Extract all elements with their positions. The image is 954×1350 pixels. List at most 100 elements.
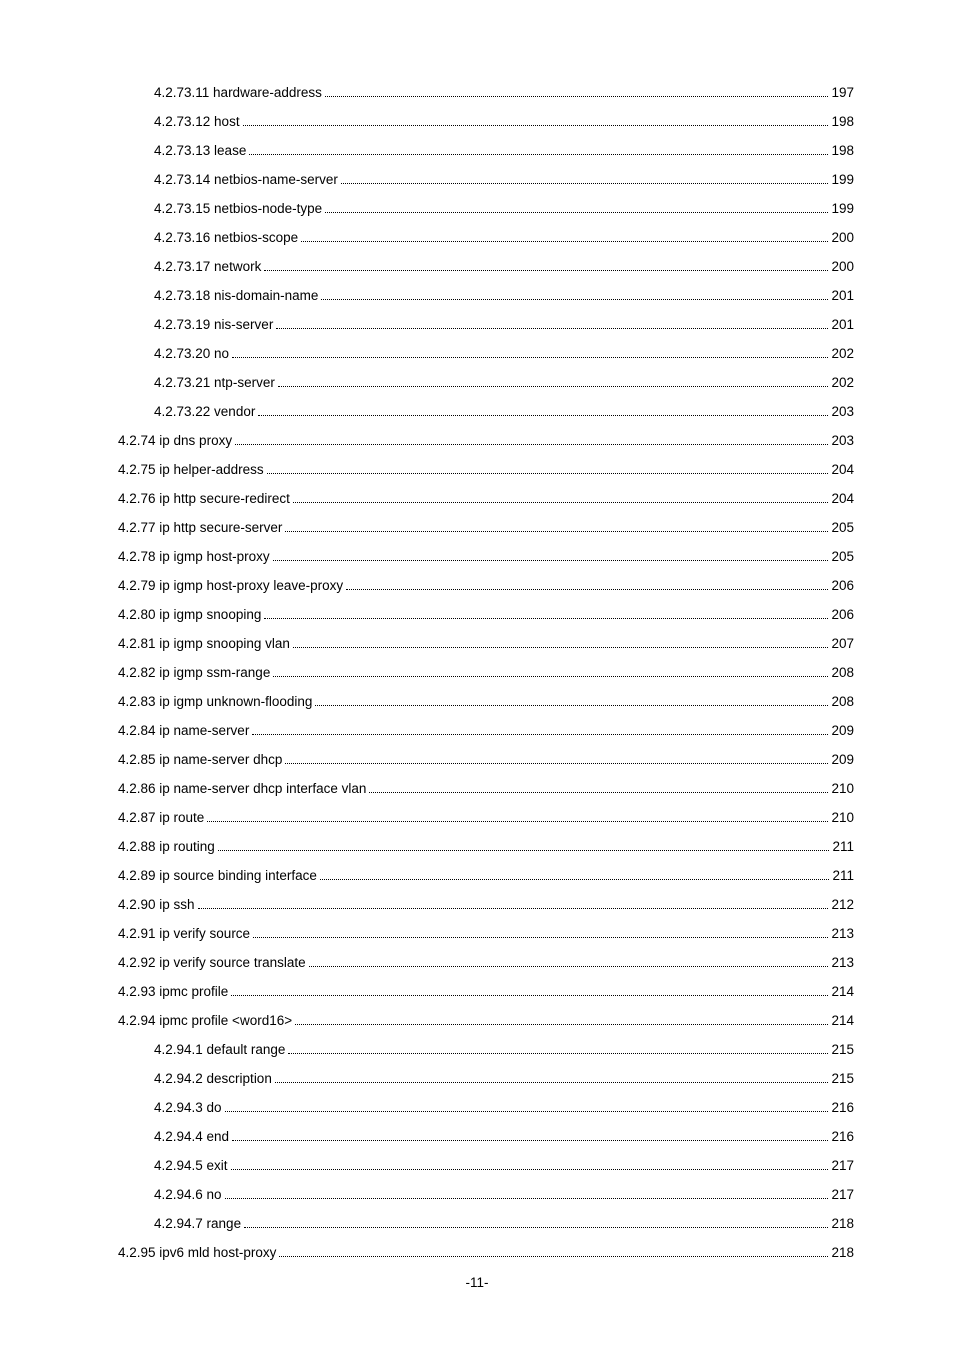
toc-entry-page: 197 [831, 85, 854, 100]
toc-entry-page: 203 [831, 433, 854, 448]
toc-entry-page: 200 [831, 259, 854, 274]
toc-leader-dots [244, 1227, 828, 1228]
toc-leader-dots [273, 676, 828, 677]
toc-entry: 4.2.94.3 do 216 [100, 1100, 854, 1115]
toc-leader-dots [276, 328, 828, 329]
toc-entry: 4.2.85 ip name-server dhcp 209 [100, 752, 854, 767]
toc-entry: 4.2.73.19 nis-server 201 [100, 317, 854, 332]
toc-entry: 4.2.73.17 network 200 [100, 259, 854, 274]
toc-entry: 4.2.90 ip ssh 212 [100, 897, 854, 912]
toc-entry-title: 4.2.87 ip route [118, 810, 204, 825]
toc-entry-page: 214 [831, 984, 854, 999]
toc-leader-dots [315, 705, 828, 706]
toc-entry-page: 217 [831, 1187, 854, 1202]
toc-entry-page: 218 [831, 1245, 854, 1260]
toc-leader-dots [325, 212, 828, 213]
toc-entry-title: 4.2.90 ip ssh [118, 897, 195, 912]
toc-entry-title: 4.2.78 ip igmp host-proxy [118, 549, 270, 564]
table-of-contents: 4.2.73.11 hardware-address 197 4.2.73.12 … [100, 85, 854, 1260]
toc-entry-page: 208 [831, 665, 854, 680]
toc-entry-page: 214 [831, 1013, 854, 1028]
toc-entry: 4.2.94.4 end 216 [100, 1129, 854, 1144]
toc-entry-page: 204 [831, 462, 854, 477]
toc-entry-title: 4.2.73.21 ntp-server [154, 375, 275, 390]
toc-leader-dots [231, 1169, 829, 1170]
toc-entry-page: 202 [831, 375, 854, 390]
toc-entry-title: 4.2.94.5 exit [154, 1158, 228, 1173]
toc-entry-page: 199 [831, 172, 854, 187]
toc-entry-title: 4.2.73.11 hardware-address [154, 85, 322, 100]
toc-leader-dots [325, 96, 829, 97]
toc-entry-page: 210 [831, 781, 854, 796]
toc-entry-title: 4.2.79 ip igmp host-proxy leave-proxy [118, 578, 343, 593]
toc-leader-dots [231, 995, 828, 996]
toc-leader-dots [264, 270, 828, 271]
toc-entry: 4.2.73.18 nis-domain-name 201 [100, 288, 854, 303]
toc-leader-dots [264, 618, 828, 619]
toc-entry: 4.2.94.6 no 217 [100, 1187, 854, 1202]
toc-entry: 4.2.73.22 vendor 203 [100, 404, 854, 419]
toc-entry-title: 4.2.80 ip igmp snooping [118, 607, 261, 622]
toc-leader-dots [341, 183, 829, 184]
toc-entry-title: 4.2.93 ipmc profile [118, 984, 228, 999]
toc-entry-title: 4.2.86 ip name-server dhcp interface vla… [118, 781, 366, 796]
toc-entry: 4.2.79 ip igmp host-proxy leave-proxy 20… [100, 578, 854, 593]
toc-entry-title: 4.2.73.13 lease [154, 143, 246, 158]
toc-entry-title: 4.2.94.6 no [154, 1187, 222, 1202]
toc-leader-dots [279, 1256, 828, 1257]
toc-entry-page: 206 [831, 578, 854, 593]
toc-entry-page: 207 [831, 636, 854, 651]
toc-entry-page: 205 [831, 520, 854, 535]
toc-entry-title: 4.2.73.22 vendor [154, 404, 255, 419]
toc-leader-dots [207, 821, 828, 822]
toc-entry: 4.2.87 ip route 210 [100, 810, 854, 825]
toc-leader-dots [258, 415, 828, 416]
toc-entry-page: 206 [831, 607, 854, 622]
toc-leader-dots [225, 1111, 829, 1112]
toc-entry: 4.2.81 ip igmp snooping vlan 207 [100, 636, 854, 651]
toc-entry: 4.2.92 ip verify source translate 213 [100, 955, 854, 970]
toc-leader-dots [253, 937, 828, 938]
toc-entry-title: 4.2.91 ip verify source [118, 926, 250, 941]
toc-entry: 4.2.95 ipv6 mld host-proxy 218 [100, 1245, 854, 1260]
toc-entry-title: 4.2.75 ip helper-address [118, 462, 264, 477]
toc-entry: 4.2.76 ip http secure-redirect 204 [100, 491, 854, 506]
toc-entry-title: 4.2.89 ip source binding interface [118, 868, 317, 883]
toc-entry-page: 216 [831, 1100, 854, 1115]
toc-entry-page: 215 [831, 1042, 854, 1057]
toc-entry: 4.2.77 ip http secure-server 205 [100, 520, 854, 535]
toc-leader-dots [232, 357, 828, 358]
toc-leader-dots [293, 502, 829, 503]
toc-entry: 4.2.74 ip dns proxy 203 [100, 433, 854, 448]
toc-entry: 4.2.91 ip verify source 213 [100, 926, 854, 941]
toc-entry: 4.2.73.15 netbios-node-type 199 [100, 201, 854, 216]
toc-entry-page: 198 [831, 114, 854, 129]
toc-entry-page: 205 [831, 549, 854, 564]
toc-entry-title: 4.2.94.7 range [154, 1216, 241, 1231]
toc-entry-title: 4.2.92 ip verify source translate [118, 955, 306, 970]
toc-entry-page: 201 [831, 288, 854, 303]
toc-leader-dots [295, 1024, 828, 1025]
toc-entry-page: 216 [831, 1129, 854, 1144]
toc-entry: 4.2.75 ip helper-address 204 [100, 462, 854, 477]
toc-entry-title: 4.2.83 ip igmp unknown-flooding [118, 694, 312, 709]
toc-entry: 4.2.84 ip name-server 209 [100, 723, 854, 738]
toc-entry: 4.2.73.11 hardware-address 197 [100, 85, 854, 100]
toc-entry-title: 4.2.94 ipmc profile <word16> [118, 1013, 292, 1028]
toc-leader-dots [273, 560, 829, 561]
toc-entry-title: 4.2.94.1 default range [154, 1042, 285, 1057]
toc-leader-dots [301, 241, 828, 242]
toc-leader-dots [249, 154, 828, 155]
toc-leader-dots [267, 473, 829, 474]
toc-entry: 4.2.94.1 default range 215 [100, 1042, 854, 1057]
toc-entry-page: 208 [831, 694, 854, 709]
toc-entry-page: 213 [831, 926, 854, 941]
toc-leader-dots [285, 531, 828, 532]
toc-entry-title: 4.2.73.12 host [154, 114, 240, 129]
toc-entry-title: 4.2.84 ip name-server [118, 723, 249, 738]
toc-entry: 4.2.78 ip igmp host-proxy 205 [100, 549, 854, 564]
toc-entry-title: 4.2.77 ip http secure-server [118, 520, 282, 535]
toc-entry: 4.2.94.5 exit 217 [100, 1158, 854, 1173]
toc-entry-page: 204 [831, 491, 854, 506]
toc-entry-page: 212 [831, 897, 854, 912]
